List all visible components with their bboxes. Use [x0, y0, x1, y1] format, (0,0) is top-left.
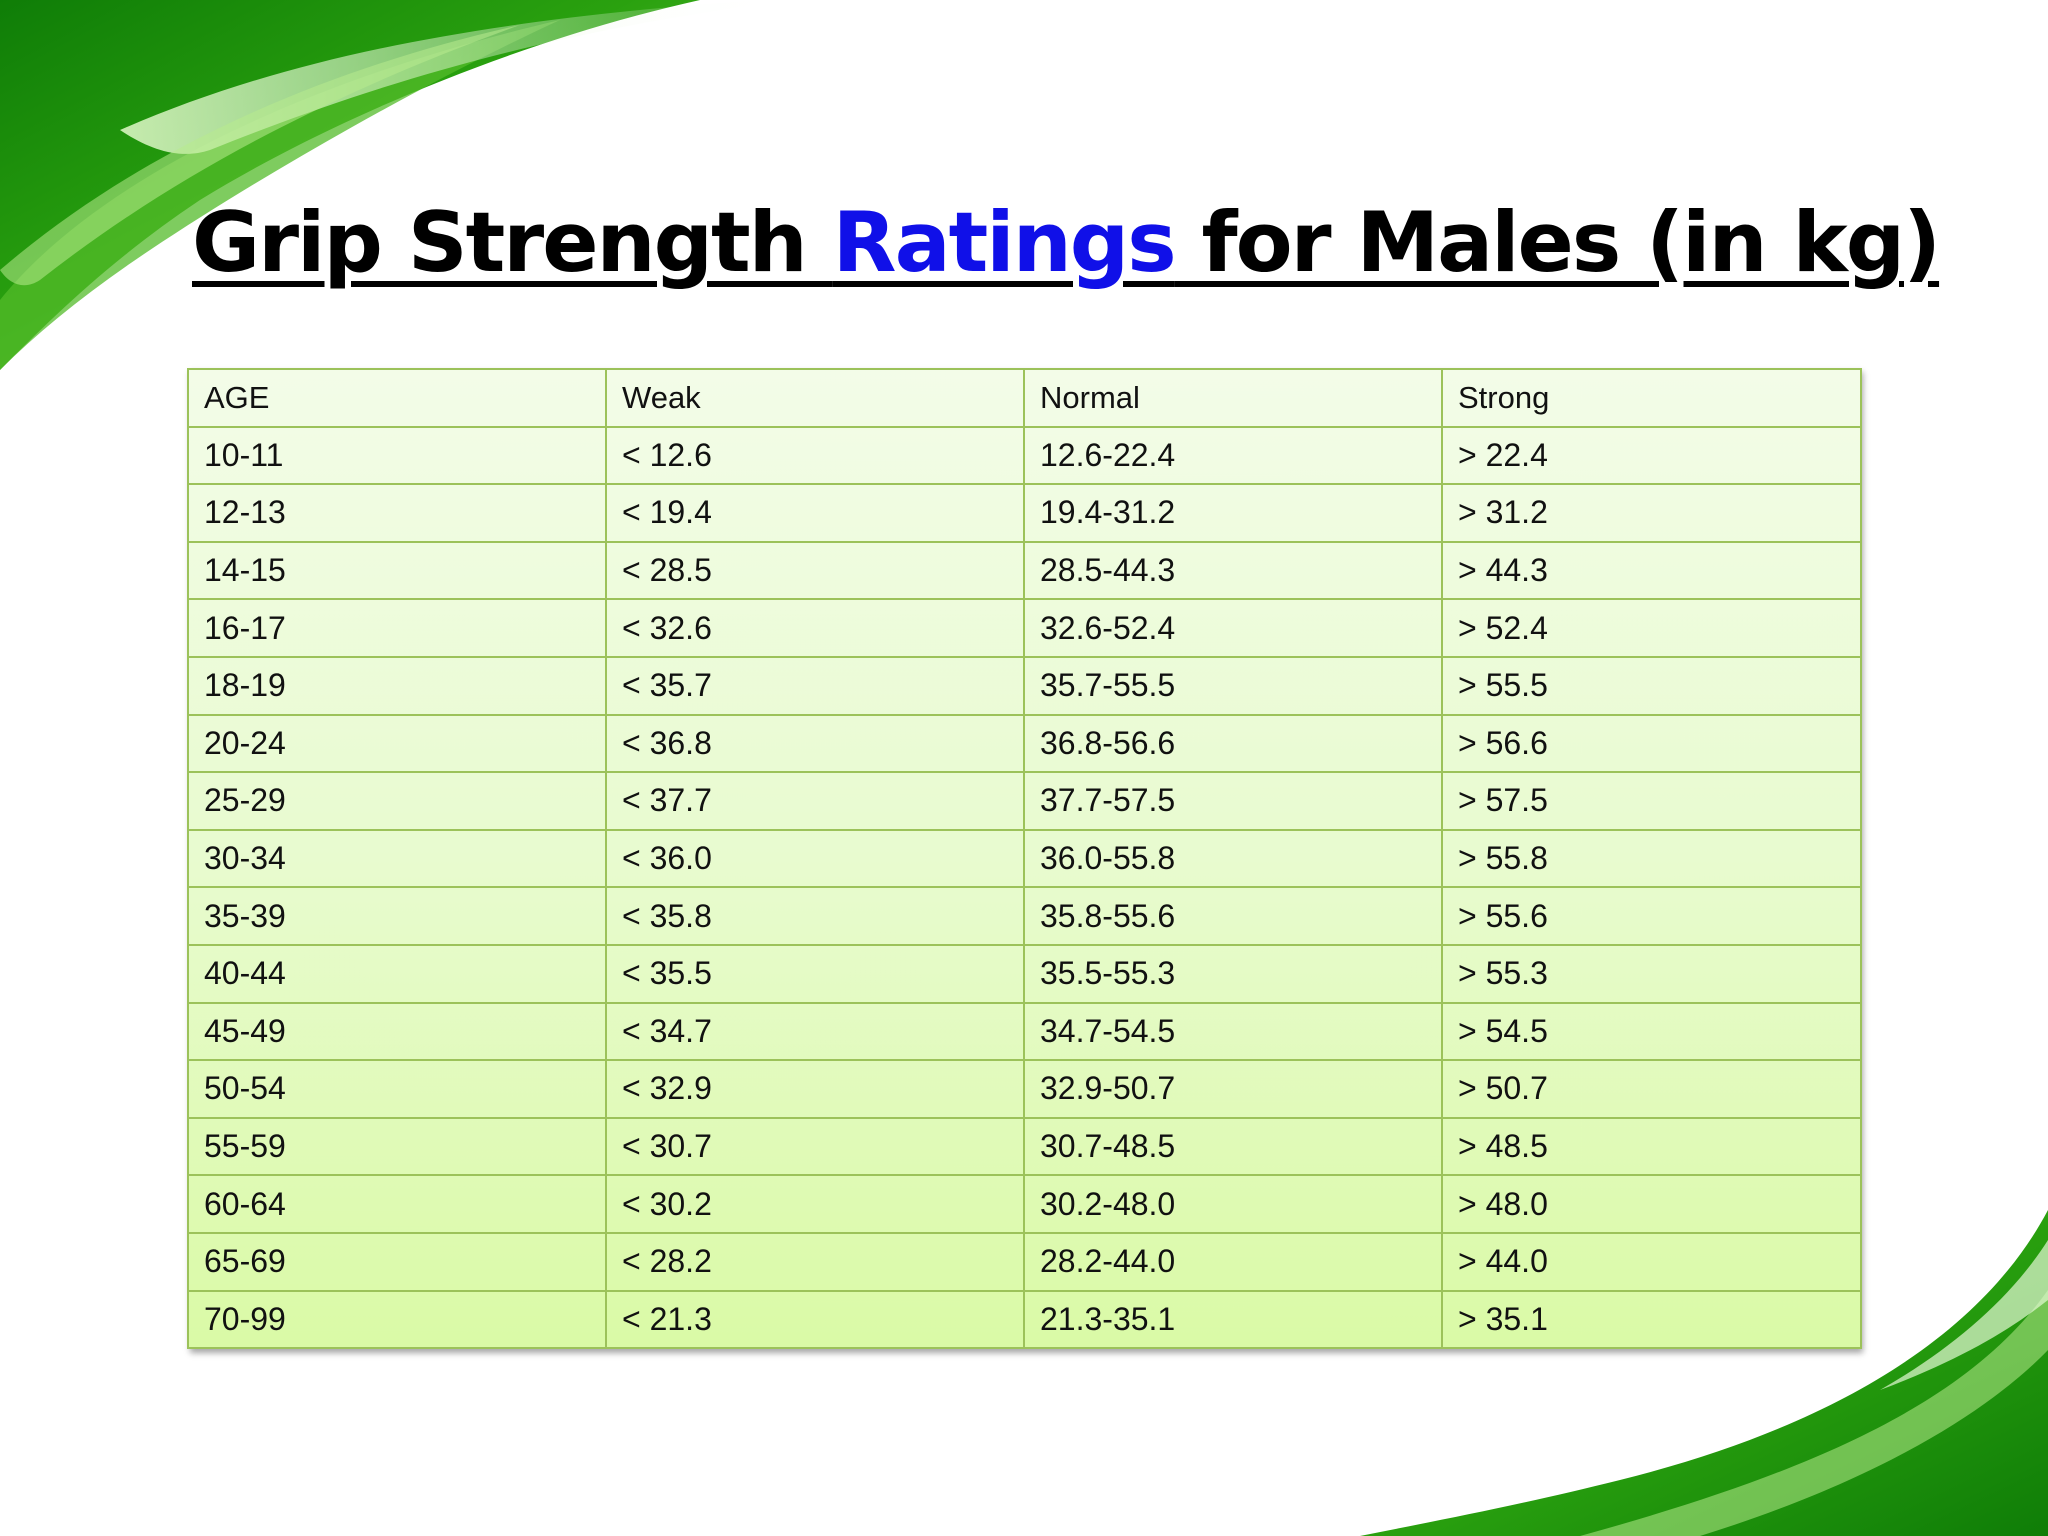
- age-cell: 45-49: [187, 1001, 607, 1062]
- strong-cell: > 54.5: [1441, 1001, 1862, 1062]
- weak-cell: < 35.7: [605, 655, 1025, 716]
- normal-cell: 35.7-55.5: [1023, 655, 1443, 716]
- normal-cell: 36.8-56.6: [1023, 713, 1443, 774]
- weak-cell: < 37.7: [605, 771, 1025, 831]
- header-normal: Normal: [1023, 368, 1443, 428]
- strong-cell: > 52.4: [1441, 598, 1862, 658]
- strong-cell: > 22.4: [1441, 425, 1862, 486]
- table-row: 16-17 < 32.6 32.6-52.4 > 52.4: [187, 598, 1862, 658]
- normal-cell: 32.9-50.7: [1023, 1059, 1443, 1119]
- strong-cell: > 31.2: [1441, 483, 1862, 543]
- age-cell: 55-59: [187, 1116, 607, 1177]
- age-cell: 12-13: [187, 483, 607, 543]
- age-cell: 50-54: [187, 1059, 607, 1119]
- table-header-row: AGE Weak Normal Strong: [187, 368, 1862, 428]
- strong-cell: > 55.3: [1441, 943, 1862, 1004]
- ratings-link[interactable]: Ratings: [832, 194, 1177, 291]
- age-cell: 30-34: [187, 828, 607, 889]
- table-row: 35-39 < 35.8 35.8-55.6 > 55.6: [187, 886, 1862, 946]
- strong-cell: > 55.5: [1441, 655, 1862, 716]
- age-cell: 10-11: [187, 425, 607, 486]
- strong-cell: > 55.8: [1441, 828, 1862, 889]
- weak-cell: < 36.0: [605, 828, 1025, 889]
- normal-cell: 19.4-31.2: [1023, 483, 1443, 543]
- age-cell: 20-24: [187, 713, 607, 774]
- strong-cell: > 50.7: [1441, 1059, 1862, 1119]
- normal-cell: 35.5-55.3: [1023, 943, 1443, 1004]
- age-cell: 60-64: [187, 1174, 607, 1234]
- strong-cell: > 55.6: [1441, 886, 1862, 946]
- weak-cell: < 34.7: [605, 1001, 1025, 1062]
- normal-cell: 37.7-57.5: [1023, 771, 1443, 831]
- weak-cell: < 35.8: [605, 886, 1025, 946]
- table-row: 45-49 < 34.7 34.7-54.5 > 54.5: [187, 1001, 1862, 1062]
- header-weak: Weak: [605, 368, 1025, 428]
- weak-cell: < 28.2: [605, 1231, 1025, 1292]
- ratings-table-container: AGE Weak Normal Strong 10-11 < 12.6 12.6-2…: [187, 368, 1862, 1350]
- bottom-right-swoosh: [1360, 1210, 2048, 1536]
- table-row: 18-19 < 35.7 35.7-55.5 > 55.5: [187, 655, 1862, 716]
- table-row: 70-99 < 21.3 21.3-35.1 > 35.1: [187, 1289, 1862, 1350]
- age-cell: 40-44: [187, 943, 607, 1004]
- weak-cell: < 19.4: [605, 483, 1025, 543]
- strong-cell: > 44.3: [1441, 540, 1862, 601]
- header-age: AGE: [187, 368, 607, 428]
- grip-strength-table: AGE Weak Normal Strong 10-11 < 12.6 12.6-2…: [187, 368, 1862, 1350]
- table-row: 60-64 < 30.2 30.2-48.0 > 48.0: [187, 1174, 1862, 1234]
- age-cell: 70-99: [187, 1289, 607, 1350]
- weak-cell: < 28.5: [605, 540, 1025, 601]
- normal-cell: 35.8-55.6: [1023, 886, 1443, 946]
- strong-cell: > 57.5: [1441, 771, 1862, 831]
- weak-cell: < 21.3: [605, 1289, 1025, 1350]
- table-row: 12-13 < 19.4 19.4-31.2 > 31.2: [187, 483, 1862, 543]
- normal-cell: 28.5-44.3: [1023, 540, 1443, 601]
- age-cell: 65-69: [187, 1231, 607, 1292]
- normal-cell: 30.7-48.5: [1023, 1116, 1443, 1177]
- age-cell: 14-15: [187, 540, 607, 601]
- table-row: 14-15 < 28.5 28.5-44.3 > 44.3: [187, 540, 1862, 601]
- table-row: 25-29 < 37.7 37.7-57.5 > 57.5: [187, 771, 1862, 831]
- age-cell: 16-17: [187, 598, 607, 658]
- weak-cell: < 35.5: [605, 943, 1025, 1004]
- age-cell: 18-19: [187, 655, 607, 716]
- table-row: 55-59 < 30.7 30.7-48.5 > 48.5: [187, 1116, 1862, 1177]
- normal-cell: 36.0-55.8: [1023, 828, 1443, 889]
- age-cell: 35-39: [187, 886, 607, 946]
- weak-cell: < 36.8: [605, 713, 1025, 774]
- header-strong: Strong: [1441, 368, 1862, 428]
- weak-cell: < 32.6: [605, 598, 1025, 658]
- age-cell: 25-29: [187, 771, 607, 831]
- table-row: 20-24 < 36.8 36.8-56.6 > 56.6: [187, 713, 1862, 774]
- normal-cell: 12.6-22.4: [1023, 425, 1443, 486]
- title-text-start: Grip Strength: [192, 194, 833, 291]
- weak-cell: < 30.7: [605, 1116, 1025, 1177]
- strong-cell: > 48.5: [1441, 1116, 1862, 1177]
- normal-cell: 28.2-44.0: [1023, 1231, 1443, 1292]
- title-text-end: for Males (in kg): [1174, 194, 1942, 291]
- weak-cell: < 12.6: [605, 425, 1025, 486]
- weak-cell: < 32.9: [605, 1059, 1025, 1119]
- table-row: 40-44 < 35.5 35.5-55.3 > 55.3: [187, 943, 1862, 1004]
- table-row: 30-34 < 36.0 36.0-55.8 > 55.8: [187, 828, 1862, 889]
- table-row: 65-69 < 28.2 28.2-44.0 > 44.0: [187, 1231, 1862, 1292]
- page-title: Grip Strength Ratings for Males (in kg): [192, 188, 1942, 298]
- table-row: 10-11 < 12.6 12.6-22.4 > 22.4: [187, 425, 1862, 486]
- strong-cell: > 44.0: [1441, 1231, 1862, 1292]
- normal-cell: 30.2-48.0: [1023, 1174, 1443, 1234]
- normal-cell: 34.7-54.5: [1023, 1001, 1443, 1062]
- top-left-swoosh: [0, 0, 800, 370]
- strong-cell: > 56.6: [1441, 713, 1862, 774]
- weak-cell: < 30.2: [605, 1174, 1025, 1234]
- normal-cell: 21.3-35.1: [1023, 1289, 1443, 1350]
- table-row: 50-54 < 32.9 32.9-50.7 > 50.7: [187, 1059, 1862, 1119]
- strong-cell: > 35.1: [1441, 1289, 1862, 1350]
- strong-cell: > 48.0: [1441, 1174, 1862, 1234]
- normal-cell: 32.6-52.4: [1023, 598, 1443, 658]
